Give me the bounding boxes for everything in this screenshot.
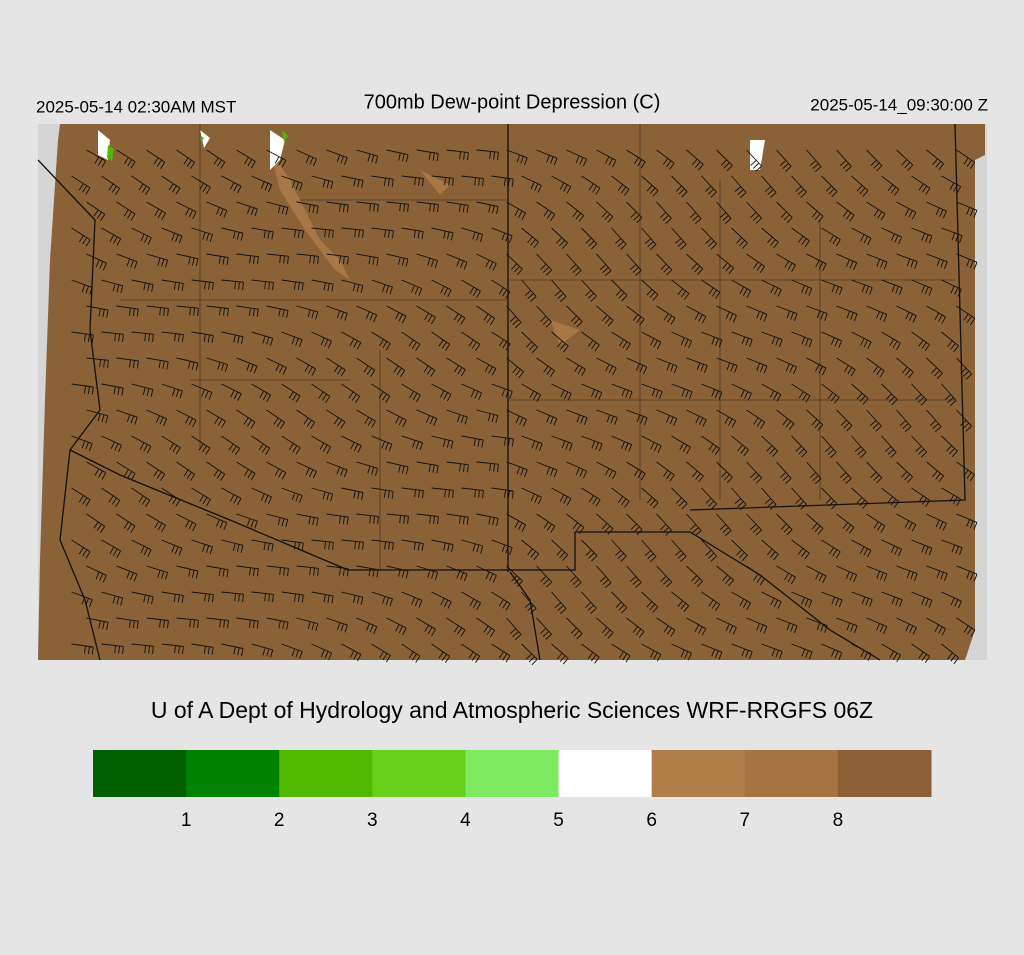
colorbar-tick-label: 3	[367, 810, 378, 831]
colorbar-tick-label: 7	[739, 810, 750, 831]
field-shade	[38, 124, 985, 660]
map	[37, 123, 987, 666]
colorbar-tick-label: 5	[553, 810, 564, 831]
border-mex	[69, 449, 349, 571]
coast	[37, 159, 101, 661]
county-grid	[120, 124, 955, 570]
colorbar: 1 2 3 4 5 6 7 8	[93, 750, 932, 831]
credit: U of A Dept of Hydrology and Atmospheric…	[151, 697, 873, 723]
colorbar-segment	[93, 750, 187, 797]
colorbar-tick-label: 8	[833, 810, 844, 831]
colorbar-segment	[744, 750, 839, 797]
state-border-east	[689, 123, 966, 511]
colorbar-tick-label: 1	[181, 810, 192, 831]
colorbar-segment	[186, 750, 280, 797]
valid-time-local: 2025-05-14 02:30AM MST	[36, 97, 236, 116]
colorbar-segment	[837, 750, 932, 797]
colorbar-tick-label: 4	[460, 810, 471, 831]
county-lines	[120, 124, 955, 570]
wind-barbs	[71, 149, 978, 666]
colorbar-segment	[558, 750, 653, 797]
colorbar-segment	[651, 750, 746, 797]
colorbar-segment	[279, 750, 373, 797]
colorbar-tick-label: 6	[646, 810, 657, 831]
colorbar-segment	[465, 750, 560, 797]
colorbar-segment	[372, 750, 466, 797]
map-title: 700mb Dew-point Depression (C)	[364, 91, 661, 113]
valid-time-utc: 2025-05-14_09:30:00 Z	[810, 95, 988, 114]
colorbar-tick-label: 2	[274, 810, 285, 831]
